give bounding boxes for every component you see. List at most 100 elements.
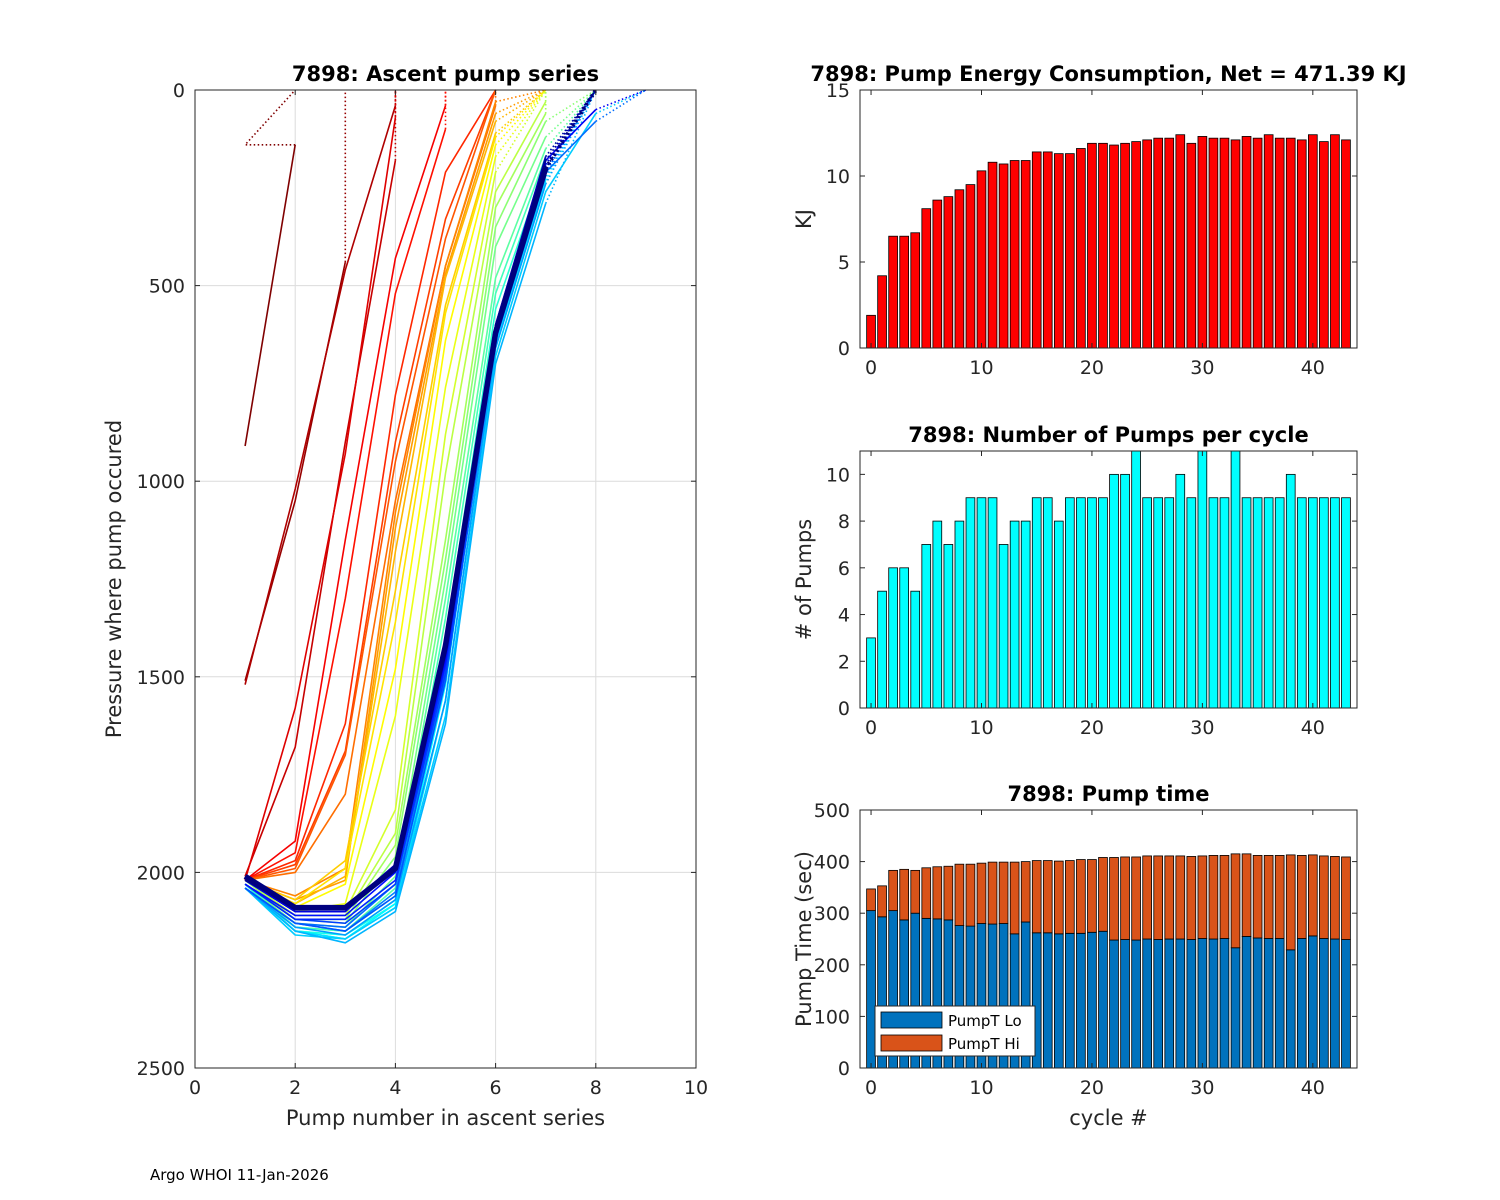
series-line-cycle-6	[244, 128, 447, 881]
bar-cycle-34	[1241, 497, 1252, 709]
bar-cycle-17	[1053, 153, 1064, 349]
legend-label-pumpt-hi: PumpT Hi	[948, 1035, 1020, 1053]
series-line-cycle-8	[244, 89, 497, 881]
bar-cycle-43	[1341, 139, 1351, 349]
bar-pumpt-hi-cycle-28	[1175, 855, 1186, 940]
y-tick-label: 0	[838, 1058, 850, 1080]
bar-pumpt-hi-cycle-4	[910, 869, 921, 914]
series-tail-cycle-17	[494, 89, 547, 157]
bar-cycle-41	[1319, 141, 1329, 349]
y-tick-label: 6	[838, 558, 850, 580]
bar-cycle-32	[1219, 497, 1230, 709]
bar-pumpt-lo-cycle-21	[1098, 930, 1108, 1069]
bar-pumpt-hi-cycle-8	[954, 863, 965, 926]
bar-cycle-31	[1208, 137, 1219, 349]
series-tail-cycle-13	[495, 89, 547, 122]
series-line-cycle-5	[244, 105, 447, 881]
bar-cycle-36	[1263, 497, 1274, 709]
bar-pumpt-lo-cycle-34	[1241, 936, 1252, 1069]
axes-box	[194, 89, 697, 1069]
bar-cycle-3	[899, 235, 909, 349]
bar-cycle-3	[899, 567, 909, 709]
x-tick-label: 10	[969, 1077, 993, 1099]
bar-pumpt-hi-cycle-36	[1263, 855, 1274, 939]
bar-cycle-23	[1120, 473, 1130, 709]
bar-cycle-41	[1319, 497, 1329, 709]
y-tick-label: 0	[838, 698, 850, 720]
y-tick-label: 10	[826, 166, 850, 188]
bar-pumpt-hi-cycle-9	[965, 863, 976, 927]
chart-title: 7898: Pump Energy Consumption, Net = 471…	[810, 62, 1406, 86]
bar-pumpt-hi-cycle-23	[1120, 856, 1130, 940]
x-tick-label: 0	[865, 357, 877, 379]
bar-cycle-24	[1131, 450, 1141, 709]
ascent-pump-series-plot: 0 2 4 6 8 10 0 500 1000 1500 2000 2500 7898: Ascent …	[102, 62, 708, 1130]
legend-swatch-pumpt-hi	[880, 1034, 943, 1052]
series-line-cycle-14	[244, 132, 497, 901]
y-axis-label: # of Pumps	[792, 519, 816, 641]
bar-pumpt-hi-cycle-35	[1252, 855, 1263, 939]
chart-title: 7898: Ascent pump series	[292, 62, 599, 86]
y-tick-label: 200	[814, 955, 850, 977]
y-tick-label: 2000	[137, 862, 185, 884]
bar-pumpt-hi-cycle-33	[1230, 853, 1241, 949]
bar-cycle-11	[987, 161, 998, 349]
latest-cycle-line	[243, 167, 549, 911]
bar-cycle-6	[932, 199, 943, 349]
bar-pumpt-hi-cycle-17	[1053, 860, 1064, 935]
series-tail-cycle-29	[595, 89, 647, 115]
bar-pumpt-hi-cycle-26	[1153, 855, 1164, 940]
y-tick-label: 5	[838, 252, 850, 274]
bar-cycle-28	[1175, 473, 1186, 709]
bar-pumpt-hi-cycle-34	[1241, 853, 1252, 937]
series-line-cycle-0	[244, 144, 296, 447]
y-tick-label: 4	[838, 605, 850, 627]
bar-pumpt-hi-cycle-22	[1109, 857, 1119, 941]
bar-cycle-8	[954, 520, 965, 709]
x-tick-label: 40	[1301, 717, 1325, 739]
bar-pumpt-lo-cycle-42	[1330, 938, 1340, 1069]
bar-cycle-13	[1009, 520, 1020, 709]
bar-pumpt-hi-cycle-29	[1186, 856, 1197, 940]
bar-cycle-4	[910, 232, 921, 349]
y-tick-label: 15	[826, 80, 850, 102]
bar-cycle-30	[1197, 136, 1208, 349]
bar-cycle-42	[1330, 134, 1340, 349]
y-tick-label: 0	[838, 338, 850, 360]
bar-pumpt-hi-cycle-27	[1164, 855, 1175, 940]
bar-pumpt-hi-cycle-16	[1042, 860, 1053, 934]
bar-pumpt-lo-cycle-31	[1208, 938, 1219, 1069]
x-tick-label: 0	[865, 717, 877, 739]
y-tick-label: 500	[149, 276, 185, 298]
bar-cycle-1	[877, 590, 887, 709]
y-tick-label: 100	[814, 1006, 850, 1028]
bar-pumpt-lo-cycle-24	[1131, 939, 1141, 1069]
bar-cycle-19	[1076, 497, 1086, 709]
bar-pumpt-hi-cycle-0	[866, 888, 876, 912]
bar-cycle-35	[1252, 497, 1263, 709]
series-tail-cycle-11	[495, 89, 546, 103]
bar-pumpt-hi-cycle-20	[1087, 859, 1097, 933]
bar-pumpt-hi-cycle-39	[1296, 855, 1307, 939]
bar-cycle-10	[976, 170, 987, 349]
series-tail-cycle-15	[495, 89, 547, 138]
bar-cycle-32	[1219, 137, 1230, 349]
bar-cycle-22	[1109, 473, 1119, 709]
bar-pumpt-hi-cycle-14	[1020, 861, 1031, 923]
bar-pumpt-lo-cycle-28	[1175, 938, 1186, 1069]
bar-pumpt-lo-cycle-37	[1274, 938, 1285, 1069]
x-tick-label: 30	[1190, 1077, 1214, 1099]
bar-pumpt-lo-cycle-27	[1164, 938, 1175, 1069]
x-tick-label: 30	[1190, 717, 1214, 739]
bar-cycle-2	[888, 567, 898, 709]
bar-cycle-27	[1164, 497, 1175, 709]
series-tail-cycle-22	[545, 89, 597, 138]
bar-pumpt-hi-cycle-2	[888, 869, 898, 912]
bar-cycle-20	[1087, 142, 1097, 349]
bar-pumpt-lo-cycle-0	[866, 910, 876, 1069]
bar-pumpt-hi-cycle-11	[987, 861, 998, 925]
bar-cycle-21	[1098, 142, 1108, 349]
bar-pumpt-hi-cycle-6	[932, 866, 943, 920]
plot-area	[860, 90, 1357, 348]
series-tail-cycle-18	[494, 89, 547, 173]
